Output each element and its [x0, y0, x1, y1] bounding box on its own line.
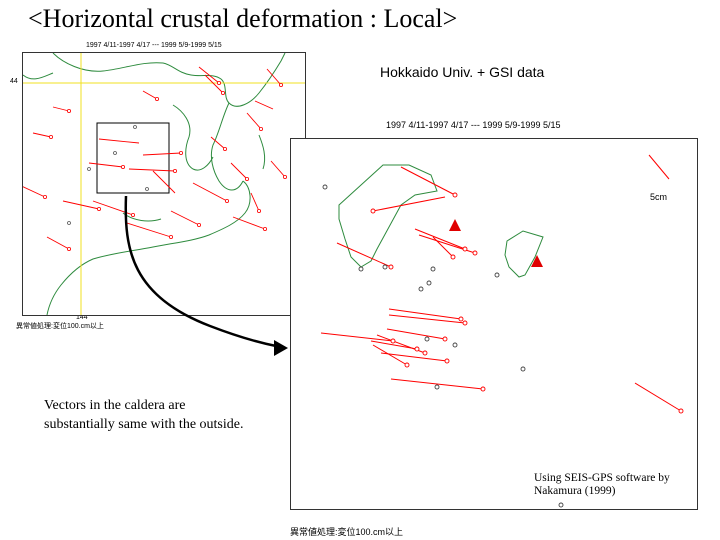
caldera-detail-map	[290, 138, 698, 510]
vector	[126, 222, 172, 238]
vector	[192, 182, 228, 202]
regional-map-svg	[23, 53, 305, 315]
vector	[380, 352, 448, 362]
vector	[270, 160, 286, 178]
vector	[386, 328, 446, 340]
caldera-map-svg	[320, 154, 684, 508]
vector	[210, 136, 226, 150]
right-map-date-range: 1997 4/11-1997 4/17 --- 1999 5/9-1999 5/…	[386, 120, 561, 130]
vector	[62, 200, 100, 210]
zoom-arrow-line	[124, 195, 277, 348]
caldera-gps-stations	[322, 184, 564, 508]
regional-stations-gray	[67, 125, 149, 225]
vector	[390, 378, 484, 390]
vector	[128, 168, 176, 172]
vector	[232, 216, 266, 230]
software-credit: Using SEIS-GPS software by Nakamura (199…	[534, 472, 670, 497]
zoom-region-box	[96, 122, 170, 194]
vector	[246, 112, 262, 130]
vector	[388, 314, 466, 324]
volcano-marker	[531, 255, 543, 267]
vector	[88, 162, 124, 168]
vector	[23, 186, 46, 198]
vector	[170, 210, 200, 226]
caldera-coastline	[338, 164, 544, 278]
vector	[250, 192, 260, 212]
vector	[266, 68, 282, 86]
regional-stations	[42, 80, 287, 251]
vector	[336, 242, 392, 268]
vector	[204, 74, 224, 94]
vector-scale-10cm	[254, 100, 274, 110]
caption-text: Vectors in the caldera are substantially…	[44, 398, 244, 432]
vector	[400, 166, 456, 196]
right-scale-label: 5cm	[650, 192, 668, 202]
caldera-vectors	[320, 154, 682, 412]
vector	[142, 90, 158, 100]
vector	[634, 382, 682, 412]
vector	[152, 170, 176, 194]
vector	[46, 236, 70, 250]
volcano-markers	[449, 219, 543, 267]
vector	[52, 106, 70, 112]
vector	[432, 236, 454, 258]
right-map-note: 異常値処理:変位100.cm以上	[290, 527, 404, 537]
vector	[388, 308, 462, 320]
vector	[414, 228, 466, 250]
caldera-station-ends	[370, 192, 684, 414]
vector	[198, 66, 220, 84]
vector	[372, 196, 446, 212]
vector	[142, 152, 182, 156]
vector-scale-5cm	[648, 154, 670, 180]
vector	[372, 344, 408, 366]
zoom-arrow-head	[274, 340, 288, 356]
longitude-label: 144	[76, 314, 88, 321]
vector	[32, 132, 52, 138]
regional-map	[22, 52, 306, 316]
left-map-note: 異常値処理:変位100.cm以上	[16, 323, 104, 330]
data-credit: Hokkaido Univ. + GSI data	[380, 64, 545, 80]
volcano-marker	[449, 219, 461, 231]
left-map-date-range: 1997 4/11-1997 4/17 --- 1999 5/9-1999 5/…	[86, 42, 222, 49]
latitude-label: 44	[10, 78, 18, 85]
vector	[370, 340, 418, 350]
regional-vectors	[23, 66, 286, 250]
page-title: <Horizontal crustal deformation : Local>	[28, 4, 458, 33]
vector	[98, 138, 140, 144]
vector	[320, 332, 394, 342]
vector	[230, 162, 248, 180]
